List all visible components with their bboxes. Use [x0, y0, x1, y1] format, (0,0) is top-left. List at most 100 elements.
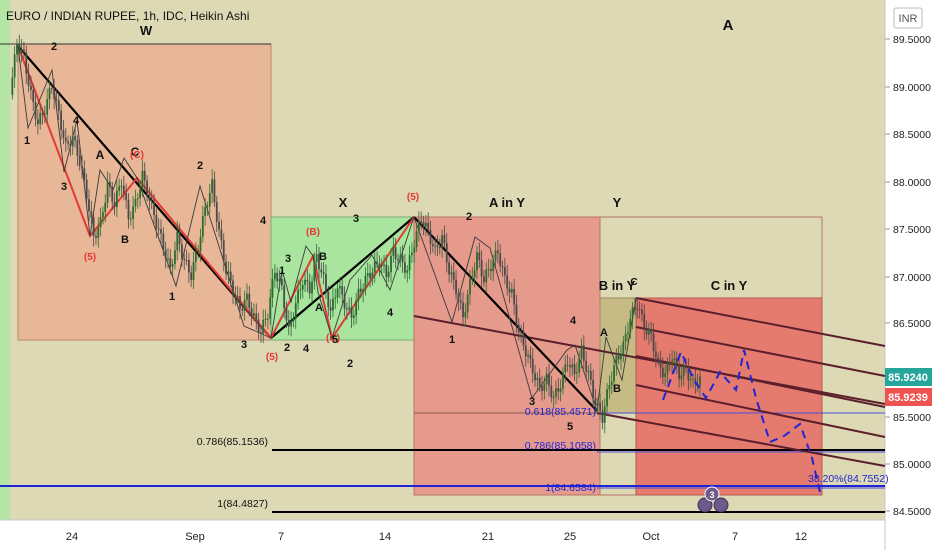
- candle-body: [181, 244, 183, 259]
- y-tick-label: 87.0000: [893, 272, 931, 284]
- candle-body: [496, 250, 499, 253]
- candle-body: [383, 264, 385, 266]
- currency-badge-bg[interactable]: [893, 7, 923, 29]
- wave-label: 2: [347, 358, 353, 370]
- candle-body: [225, 261, 227, 274]
- candle-body: [322, 272, 325, 275]
- candle-body: [694, 378, 697, 385]
- candle-body: [99, 217, 102, 228]
- x-tick-label: Sep: [185, 531, 205, 543]
- red-zigzag-w: [17, 45, 272, 339]
- candle-body: [399, 255, 402, 261]
- candle-body: [524, 345, 527, 357]
- candle-body: [352, 315, 355, 318]
- candle-body: [394, 247, 397, 259]
- candle-body: [357, 288, 360, 301]
- candle-body: [183, 258, 186, 261]
- candle-body: [380, 264, 383, 267]
- candle-body: [199, 236, 202, 252]
- candle-body: [297, 289, 299, 304]
- candle-body: [292, 318, 295, 322]
- candle-body: [620, 354, 622, 360]
- wave-label: C: [131, 145, 140, 159]
- candle-body: [541, 385, 543, 391]
- candle-body: [401, 255, 404, 263]
- candle-body: [627, 332, 629, 335]
- wave-label: 2: [466, 211, 472, 223]
- candle-body: [243, 299, 246, 311]
- candle-body: [562, 372, 564, 389]
- candle-body: [641, 309, 643, 315]
- trend-w: [17, 45, 272, 339]
- event-badge-right-icon[interactable]: [713, 497, 729, 513]
- candle-body: [434, 245, 437, 247]
- candle-body: [557, 388, 560, 392]
- wave-label: 3: [285, 253, 291, 265]
- candle-body: [16, 44, 18, 55]
- candle-body: [294, 303, 297, 319]
- candle-body: [673, 358, 676, 361]
- candle-body: [132, 206, 135, 219]
- candle-body: [606, 389, 608, 407]
- candle-body: [134, 199, 137, 207]
- price-label-green-bg[interactable]: [885, 368, 932, 386]
- candle-body: [343, 294, 346, 309]
- candle-body: [187, 260, 190, 273]
- wave-label: 2: [197, 160, 203, 172]
- candle-body: [397, 258, 399, 261]
- event-badge-left-icon[interactable]: [697, 497, 713, 513]
- candle-body: [125, 193, 128, 200]
- wave-label: 3: [241, 339, 247, 351]
- candle-body: [283, 285, 286, 309]
- event-badge[interactable]: [704, 486, 720, 502]
- candle-body: [143, 170, 146, 181]
- candle-body: [610, 381, 613, 386]
- wave-label: 4: [73, 115, 80, 127]
- candle-body: [501, 265, 504, 268]
- candle-body: [378, 263, 381, 267]
- candle-body: [622, 341, 625, 355]
- candle-body: [366, 273, 369, 276]
- candle-body: [25, 52, 28, 74]
- wave-label: B: [121, 234, 129, 246]
- candle-body: [285, 308, 288, 321]
- candle-body: [385, 264, 388, 278]
- wave-label: 3: [61, 181, 67, 193]
- candle-body: [462, 302, 464, 318]
- candle-body: [304, 279, 306, 285]
- y-tick-label: 86.5000: [893, 318, 931, 330]
- candle-body: [364, 275, 367, 289]
- wave-label: 3: [529, 396, 535, 408]
- candle-body: [278, 279, 281, 282]
- candle-body: [55, 99, 58, 101]
- candle-body: [427, 222, 430, 230]
- candle-body: [415, 231, 418, 248]
- candle-body: [355, 300, 358, 316]
- candle-body: [466, 294, 469, 313]
- wave-label: 5: [567, 421, 573, 433]
- candle-body: [571, 364, 574, 368]
- candle-body: [543, 383, 546, 391]
- wave-label: A: [723, 17, 734, 34]
- candle-body: [269, 297, 272, 319]
- candle-body: [218, 221, 220, 230]
- candle-body: [299, 289, 302, 291]
- candle-body: [287, 320, 290, 327]
- candle-body: [608, 385, 611, 390]
- candle-body: [566, 364, 569, 366]
- wave-label: (C): [130, 150, 144, 161]
- candle-body: [596, 402, 599, 406]
- price-label-red-bg[interactable]: [885, 388, 932, 406]
- candle-body: [582, 345, 585, 361]
- candle-body: [531, 358, 534, 374]
- wave-label: 4: [260, 215, 267, 227]
- candle-body: [253, 313, 255, 316]
- candle-body: [197, 251, 200, 253]
- candle-body: [27, 73, 30, 86]
- wave-label: 1: [24, 135, 30, 147]
- projection-dashed: [662, 349, 821, 493]
- candle-body: [564, 364, 567, 373]
- candle-body: [160, 229, 162, 234]
- candle-body: [573, 364, 576, 374]
